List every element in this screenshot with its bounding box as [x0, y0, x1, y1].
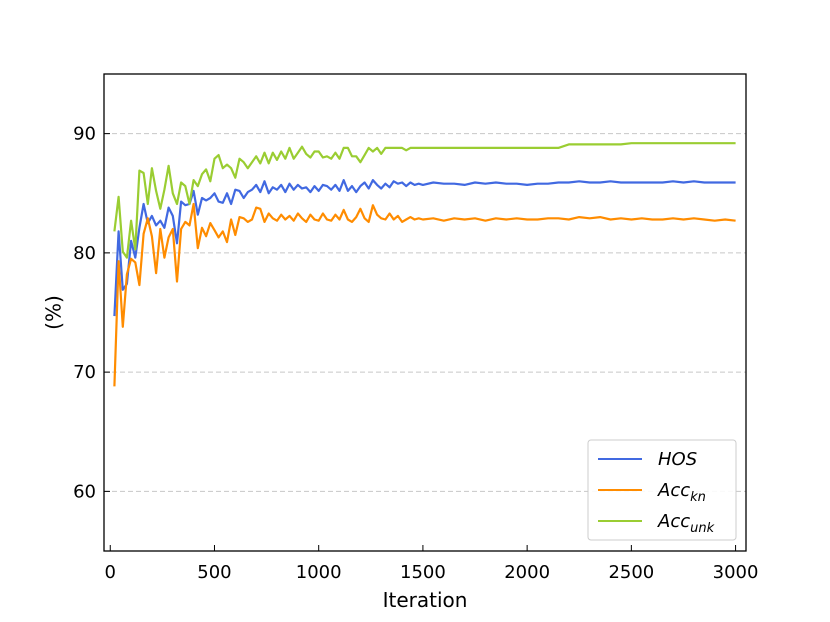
- x-axis-title: Iteration: [383, 588, 468, 612]
- legend-entry-acc-unk: Accunk: [598, 511, 715, 536]
- x-tick-label: 2000: [504, 562, 550, 583]
- series-line-acc-kn: [113, 202, 736, 387]
- legend: HOS Acckn Accunk: [587, 439, 737, 541]
- grid-lines: [104, 133, 746, 492]
- x-tick-label: 0: [105, 562, 116, 583]
- plot-frame: [103, 73, 747, 552]
- series-line-acc-unk: [113, 142, 736, 259]
- y-tick-label: 80: [73, 243, 96, 264]
- legend-entry-hos: HOS: [598, 449, 697, 470]
- series-lines: [113, 142, 736, 387]
- y-tick-label: 60: [73, 481, 96, 502]
- x-tick-label: 500: [197, 562, 231, 583]
- y-axis-title: (%): [42, 295, 66, 330]
- legend-box: [587, 439, 737, 541]
- legend-label-acc-kn: Acckn: [657, 480, 706, 505]
- legend-label-acc-unk: Accunk: [657, 511, 715, 536]
- x-tick-label: 1500: [400, 562, 446, 583]
- legend-label-acc-unk-sub: unk: [690, 521, 714, 536]
- legend-label-acc-kn-base: Acc: [657, 480, 690, 501]
- legend-label-hos: HOS: [658, 449, 697, 470]
- legend-entry-acc-kn: Acckn: [598, 480, 706, 505]
- y-tick-label: 70: [73, 362, 96, 383]
- x-tick-label: 2500: [608, 562, 654, 583]
- axis-ticks: 0 500 1000 1500 2000 2500 3000 60 70 80 90: [73, 124, 758, 583]
- legend-label-acc-unk-base: Acc: [657, 511, 690, 532]
- x-tick-label: 3000: [713, 562, 759, 583]
- series-line-hos: [113, 179, 736, 317]
- legend-label-hos-base: HOS: [658, 449, 697, 470]
- x-tick-label: 1000: [296, 562, 342, 583]
- legend-label-acc-kn-sub: kn: [690, 490, 706, 505]
- y-tick-label: 90: [73, 124, 96, 145]
